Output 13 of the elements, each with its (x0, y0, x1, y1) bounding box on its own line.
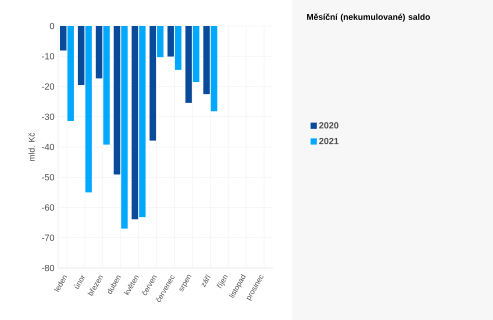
y-tick-label: -80 (42, 264, 54, 272)
y-tick-label: -50 (42, 174, 54, 180)
y-tick-label: -20 (42, 83, 54, 90)
y-tick-label: 0 (50, 22, 54, 30)
y-tick-label: -60 (42, 204, 54, 211)
legend-label: 2020 (319, 122, 338, 129)
text: Měsíční (nekumulované) saldo (307, 14, 430, 22)
y-tick-label: -40 (42, 144, 54, 150)
legend-label: 2021 (319, 138, 339, 144)
y-tick-label: -30 (42, 114, 54, 120)
y-tick-label: -70 (42, 234, 54, 241)
y-axis-title: mld. Kč (28, 132, 35, 161)
y-tick-label: -10 (42, 53, 54, 60)
